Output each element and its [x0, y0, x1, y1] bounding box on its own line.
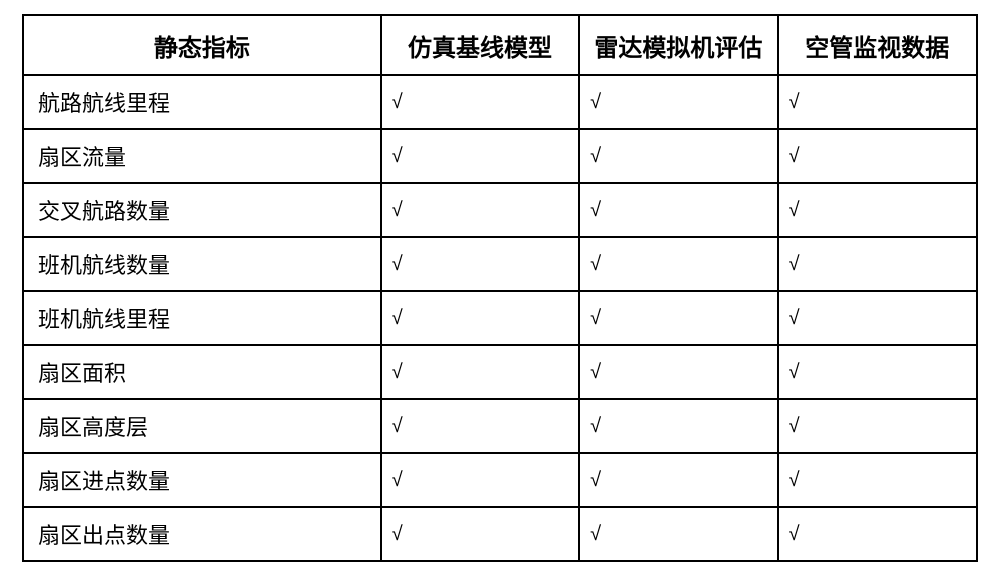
table-header-row: 静态指标 仿真基线模型 雷达模拟机评估 空管监视数据	[23, 15, 977, 75]
cell-check: √	[381, 453, 579, 507]
row-label: 扇区出点数量	[23, 507, 381, 561]
cell-check: √	[778, 291, 977, 345]
col-header-sim-baseline: 仿真基线模型	[381, 15, 579, 75]
table-row: 航路航线里程 √ √ √	[23, 75, 977, 129]
row-label: 扇区进点数量	[23, 453, 381, 507]
row-label: 班机航线数量	[23, 237, 381, 291]
cell-check: √	[579, 237, 777, 291]
table-row: 交叉航路数量 √ √ √	[23, 183, 977, 237]
cell-check: √	[381, 237, 579, 291]
cell-check: √	[778, 453, 977, 507]
table-row: 扇区流量 √ √ √	[23, 129, 977, 183]
row-label: 扇区面积	[23, 345, 381, 399]
cell-check: √	[579, 507, 777, 561]
table-row: 班机航线数量 √ √ √	[23, 237, 977, 291]
cell-check: √	[381, 399, 579, 453]
table-row: 扇区出点数量 √ √ √	[23, 507, 977, 561]
cell-check: √	[579, 291, 777, 345]
cell-check: √	[778, 237, 977, 291]
col-header-static-indicator: 静态指标	[23, 15, 381, 75]
row-label: 交叉航路数量	[23, 183, 381, 237]
page-container: 静态指标 仿真基线模型 雷达模拟机评估 空管监视数据 航路航线里程 √ √ √ …	[0, 0, 1000, 503]
cell-check: √	[778, 129, 977, 183]
cell-check: √	[381, 291, 579, 345]
cell-check: √	[381, 507, 579, 561]
row-label: 班机航线里程	[23, 291, 381, 345]
row-label: 航路航线里程	[23, 75, 381, 129]
cell-check: √	[579, 345, 777, 399]
cell-check: √	[381, 129, 579, 183]
cell-check: √	[579, 453, 777, 507]
cell-check: √	[778, 345, 977, 399]
cell-check: √	[579, 183, 777, 237]
cell-check: √	[778, 399, 977, 453]
table-row: 扇区高度层 √ √ √	[23, 399, 977, 453]
cell-check: √	[579, 129, 777, 183]
cell-check: √	[778, 507, 977, 561]
cell-check: √	[579, 399, 777, 453]
cell-check: √	[579, 75, 777, 129]
col-header-atc-surveillance: 空管监视数据	[778, 15, 977, 75]
table-row: 扇区面积 √ √ √	[23, 345, 977, 399]
cell-check: √	[381, 345, 579, 399]
cell-check: √	[381, 183, 579, 237]
indicator-table: 静态指标 仿真基线模型 雷达模拟机评估 空管监视数据 航路航线里程 √ √ √ …	[22, 14, 978, 562]
row-label: 扇区流量	[23, 129, 381, 183]
table-row: 扇区进点数量 √ √ √	[23, 453, 977, 507]
table-row: 班机航线里程 √ √ √	[23, 291, 977, 345]
col-header-radar-sim-eval: 雷达模拟机评估	[579, 15, 777, 75]
cell-check: √	[381, 75, 579, 129]
row-label: 扇区高度层	[23, 399, 381, 453]
cell-check: √	[778, 183, 977, 237]
cell-check: √	[778, 75, 977, 129]
